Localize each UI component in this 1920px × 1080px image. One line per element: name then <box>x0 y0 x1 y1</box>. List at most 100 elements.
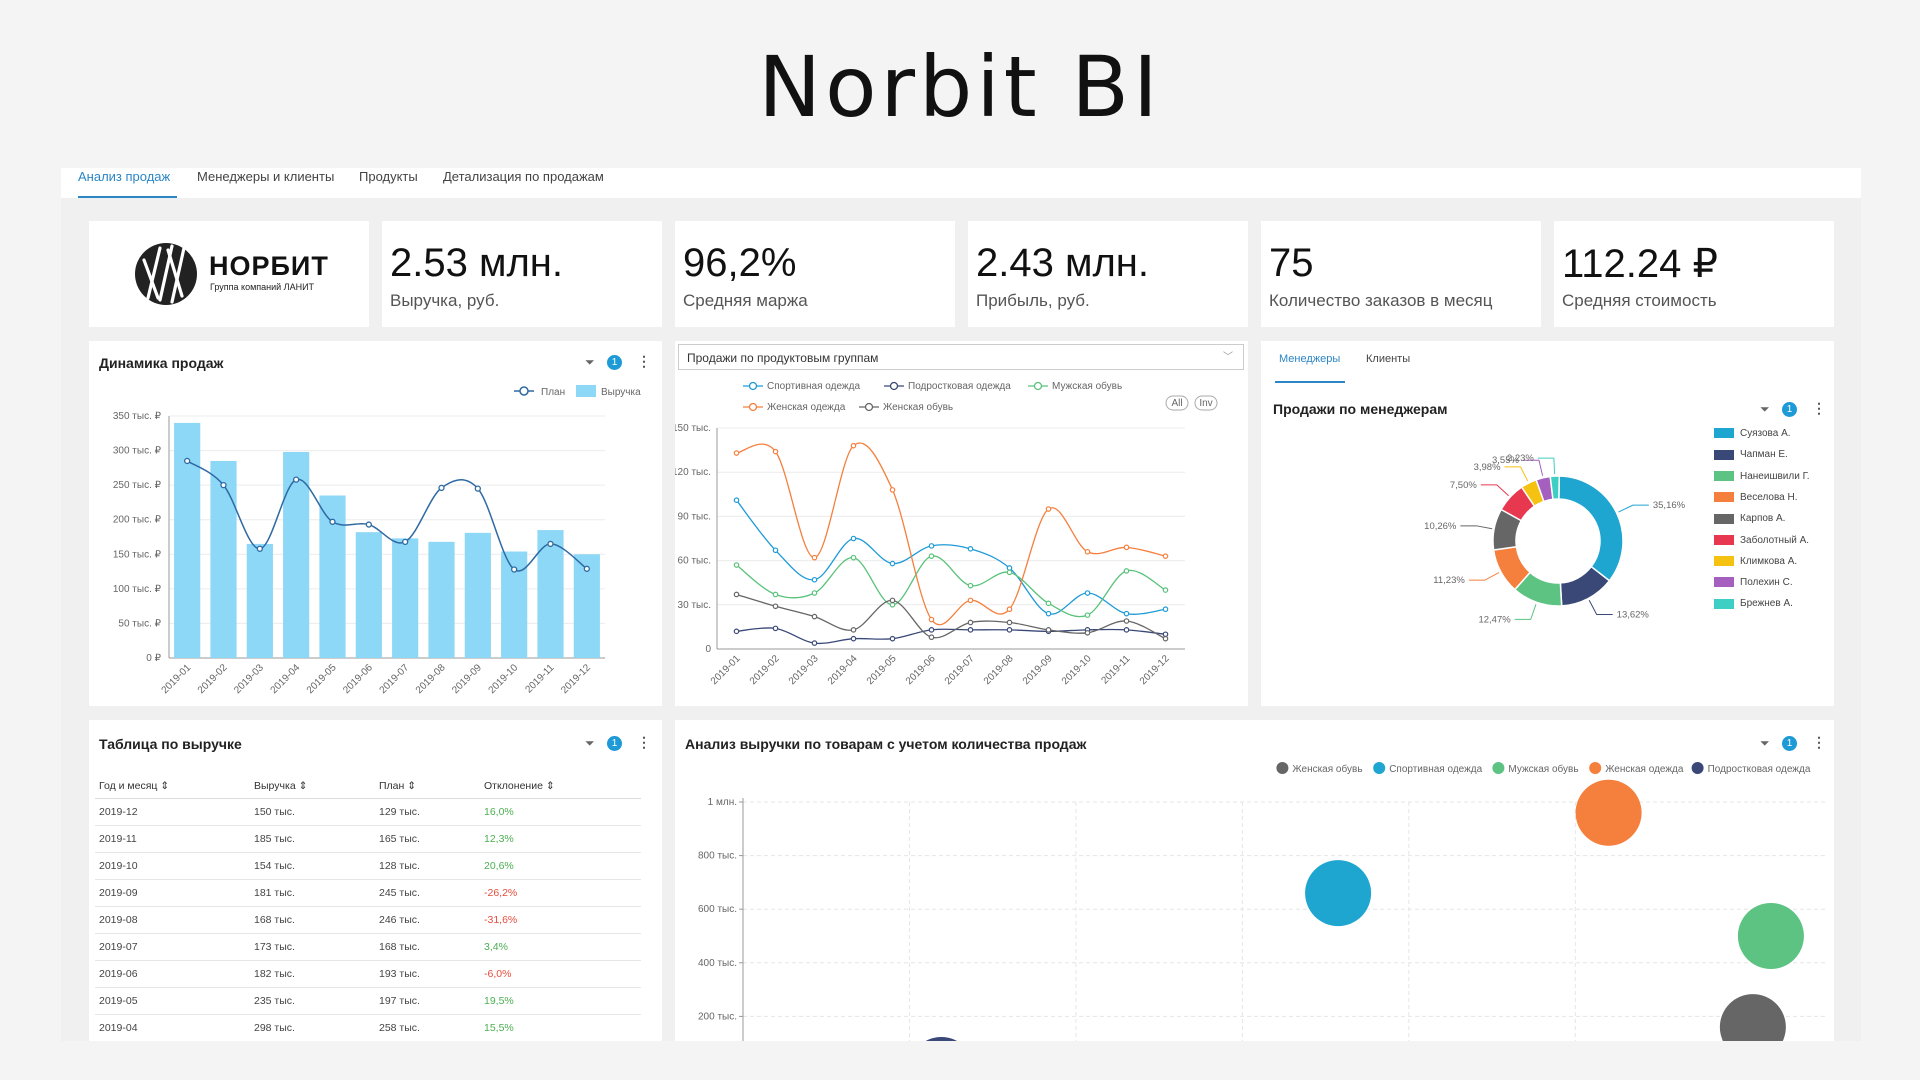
legend-swatch <box>1714 534 1734 545</box>
cell-plan: 258 тыс. <box>375 1014 480 1041</box>
filter-icon[interactable]: ⏷ <box>1760 736 1770 750</box>
tab-clients[interactable]: Клиенты <box>1366 353 1411 365</box>
cell-plan: 245 тыс. <box>375 879 480 907</box>
tab-bar: Анализ продаж Менеджеры и клиенты Продук… <box>61 168 1861 198</box>
plan-point <box>329 518 336 525</box>
filter-icon[interactable]: ⏷ <box>585 736 595 750</box>
bar <box>392 538 419 658</box>
series-point <box>1045 627 1052 633</box>
donut-slice <box>1558 475 1624 582</box>
slice-value-label: 7,50% <box>1450 480 1477 491</box>
legend-item[interactable]: Заболотный А. <box>1714 535 1809 546</box>
card-title: Анализ выручки по товарам с учетом колич… <box>685 736 1087 752</box>
legend-item[interactable]: Суязова А. <box>1714 428 1791 439</box>
series-point <box>1006 619 1013 626</box>
legend-marker-plan <box>519 386 529 396</box>
x-tick-label: 2019-12 <box>559 662 593 696</box>
kpi-label: Выручка, руб. <box>390 291 500 310</box>
x-tick-label: 2019-07 <box>943 653 977 687</box>
tab-managers-clients[interactable]: Менеджеры и клиенты <box>197 169 335 184</box>
cell-deviation: 19,5% <box>480 987 641 1015</box>
y-tick-label: 150 тыс. <box>675 423 711 434</box>
cell-revenue: 298 тыс. <box>250 1014 375 1041</box>
cell-plan: 246 тыс. <box>375 906 480 934</box>
cell-plan: 129 тыс. <box>375 798 480 826</box>
x-tick-label: 2019-05 <box>305 662 339 696</box>
managers-card: Менеджеры Клиенты Продажи по менеджерам … <box>1261 341 1834 706</box>
legend-toggle-button <box>1194 395 1218 411</box>
more-icon[interactable]: ⋮ <box>1812 400 1826 416</box>
bar <box>283 451 310 658</box>
more-icon[interactable]: ⋮ <box>637 734 651 750</box>
legend-item[interactable]: Нанеишвили Г. <box>1714 471 1810 482</box>
legend-item[interactable]: Брежнев А. <box>1714 598 1793 609</box>
tab-sales-analysis[interactable]: Анализ продаж <box>78 168 177 198</box>
legend-item[interactable]: Веселова Н. <box>1714 492 1798 503</box>
table-row[interactable]: 2019-05 235 тыс. 197 тыс. 19,5% <box>95 987 641 1015</box>
column-header-plan[interactable]: План ⇕ <box>375 774 480 799</box>
series-point <box>1123 544 1130 551</box>
bar <box>464 532 491 658</box>
kpi-value: 2.53 млн. <box>390 241 564 285</box>
series-point <box>967 546 974 552</box>
legend-marker <box>748 402 758 412</box>
tab-products[interactable]: Продукты <box>359 169 418 184</box>
column-header-revenue[interactable]: Выручка ⇕ <box>250 774 375 799</box>
x-tick-label: 2019-01 <box>160 662 194 696</box>
legend-label: Заболотный А. <box>1740 534 1810 546</box>
legend-item[interactable]: Полехин С. <box>1714 577 1793 588</box>
slice-value-label: 10,26% <box>1424 521 1457 532</box>
logo-subtitle: Группа компаний ЛАНИТ <box>210 282 315 292</box>
legend-toggle-label: All <box>1171 398 1182 409</box>
table-row[interactable]: 2019-10 154 тыс. 128 тыс. 20,6% <box>95 852 641 880</box>
kpi-profit: 2.43 млн. Прибыль, руб. <box>968 221 1248 327</box>
filter-icon[interactable]: ⏷ <box>585 355 595 369</box>
cell-deviation: 20,6% <box>480 852 641 880</box>
card-controls: ⏷ 1 ⋮ <box>585 734 651 752</box>
table-row[interactable]: 2019-06 182 тыс. 193 тыс. -6,0% <box>95 960 641 988</box>
column-header-deviation[interactable]: Отклонение ⇕ <box>480 774 641 799</box>
series-point <box>1162 587 1169 593</box>
filter-icon[interactable]: ⏷ <box>1760 402 1770 416</box>
table-row[interactable]: 2019-11 185 тыс. 165 тыс. 12,3% <box>95 825 641 853</box>
slice-value-label: 12,47% <box>1478 614 1511 625</box>
kpi-label: Средняя маржа <box>683 291 808 310</box>
tab-managers[interactable]: Менеджеры <box>1279 353 1341 365</box>
legend-swatch <box>1714 513 1734 524</box>
card-title: Продажи по менеджерам <box>1273 401 1448 417</box>
legend-swatch <box>1714 470 1734 481</box>
product-groups-select[interactable]: Продажи по продуктовым группам ﹀ <box>678 344 1244 370</box>
table-row[interactable]: 2019-12 150 тыс. 129 тыс. 16,0% <box>95 798 641 826</box>
table-row[interactable]: 2019-09 181 тыс. 245 тыс. -26,2% <box>95 879 641 907</box>
table-row[interactable]: 2019-07 173 тыс. 168 тыс. 3,4% <box>95 933 641 961</box>
x-tick-label: 2019-04 <box>826 653 860 687</box>
slice-leader-line <box>1522 459 1544 476</box>
series-line <box>736 627 1166 645</box>
x-tick-label: 2019-10 <box>1060 653 1094 687</box>
series-point <box>889 635 896 642</box>
legend-item[interactable]: Чапман Е. <box>1714 449 1788 460</box>
kpi-orders: 75 Количество заказов в месяц <box>1261 221 1541 327</box>
legend-item[interactable]: Карпов А. <box>1714 513 1785 524</box>
cell-revenue: 173 тыс. <box>250 933 375 961</box>
y-tick-label: 0 ₽ <box>146 653 161 664</box>
y-tick-label: 800 тыс. <box>698 851 737 862</box>
tab-sales-details[interactable]: Детализация по продажам <box>443 169 604 184</box>
legend-item[interactable]: Климкова А. <box>1714 556 1797 567</box>
norbit-logo-icon <box>135 243 197 305</box>
column-header-month[interactable]: Год и месяц ⇕ <box>95 774 250 799</box>
cell-revenue: 168 тыс. <box>250 906 375 934</box>
legend-swatch-revenue <box>576 385 596 397</box>
more-icon[interactable]: ⋮ <box>637 353 651 369</box>
slice-leader-line <box>1514 604 1537 620</box>
series-point <box>811 590 818 596</box>
y-tick-label: 120 тыс. <box>675 467 711 478</box>
table-row[interactable]: 2019-08 168 тыс. 246 тыс. -31,6% <box>95 906 641 934</box>
more-icon[interactable]: ⋮ <box>1812 734 1826 750</box>
series-line <box>736 555 1166 618</box>
legend-label-plan: План <box>541 387 565 398</box>
table-row[interactable]: 2019-04 298 тыс. 258 тыс. 15,5% <box>95 1014 641 1041</box>
plan-point <box>220 481 227 489</box>
cell-month: 2019-09 <box>95 879 250 907</box>
x-tick-label: 2019-10 <box>487 662 521 696</box>
